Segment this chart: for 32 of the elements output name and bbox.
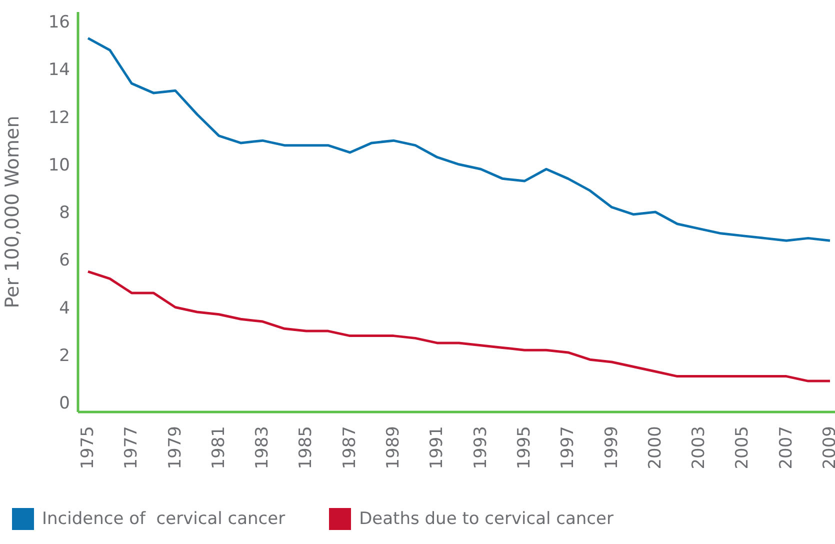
x-tick-label: 2000 xyxy=(645,426,666,470)
x-tick-label: 1983 xyxy=(252,426,273,470)
x-tick-label: 1987 xyxy=(340,426,360,470)
y-tick-label: 14 xyxy=(48,60,70,80)
y-tick-label: 12 xyxy=(48,108,70,128)
x-tick-label: 2007 xyxy=(776,426,796,470)
y-tick-label: 0 xyxy=(59,394,70,414)
legend-label: Deaths due to cervical cancer xyxy=(359,509,614,529)
x-tick-label: 1995 xyxy=(514,426,534,470)
y-axis-title: Per 100,000 Women xyxy=(2,116,24,308)
y-tick-label: 16 xyxy=(48,12,70,33)
x-tick-label: 1985 xyxy=(296,426,316,470)
x-tick-label: 1999 xyxy=(602,426,622,470)
x-tick-label: 1997 xyxy=(558,426,578,470)
x-tick-label: 1977 xyxy=(122,426,142,470)
y-tick-label: 2 xyxy=(59,346,70,366)
x-tick-label: 2003 xyxy=(689,426,710,470)
x-tick-label: 1993 xyxy=(470,426,491,470)
x-tick-label: 1991 xyxy=(427,426,448,470)
legend-label: Incidence of cervical cancer xyxy=(42,509,286,529)
x-tick-label: 1979 xyxy=(165,426,186,470)
x-tick-label: 1989 xyxy=(384,426,404,470)
x-tick-label: 2005 xyxy=(732,426,753,470)
x-tick-label: 1981 xyxy=(208,426,229,470)
x-tick-label: 2009 xyxy=(820,426,835,470)
line-series xyxy=(86,36,832,242)
y-tick-label: 4 xyxy=(59,298,70,318)
y-tick-label: 6 xyxy=(59,250,70,271)
line-series xyxy=(86,270,832,382)
y-tick-label: 8 xyxy=(59,203,70,224)
y-tick-label: 10 xyxy=(48,155,70,176)
x-tick-label: 1975 xyxy=(78,426,98,470)
